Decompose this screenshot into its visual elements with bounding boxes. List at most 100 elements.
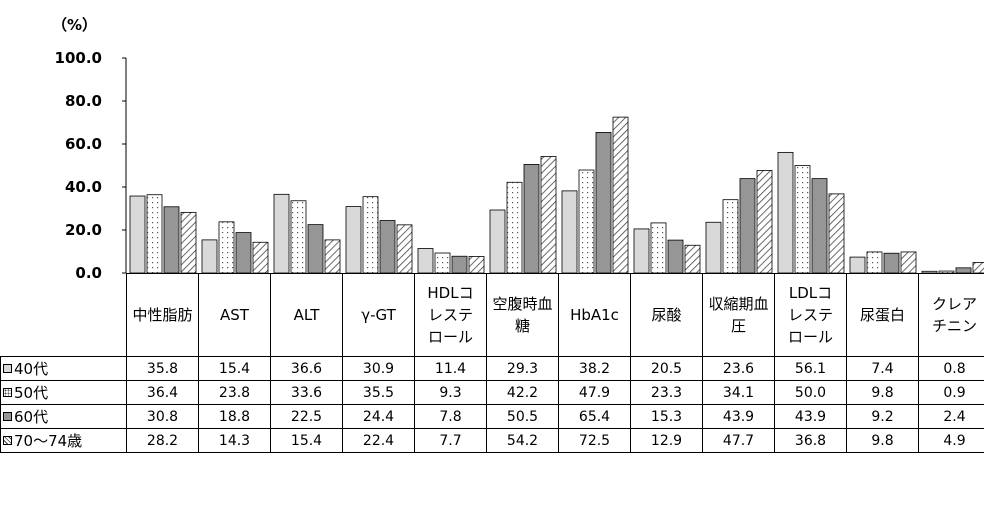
bar-3-12 <box>955 267 972 274</box>
category-label: ALT <box>270 273 343 357</box>
category-label: HDLコレステロール <box>414 273 487 357</box>
category-label: HbA1c <box>558 273 631 357</box>
bar-4-7 <box>612 116 629 274</box>
table-cell: 4.9 <box>918 428 984 453</box>
bar-4-3 <box>324 239 341 274</box>
category-label: LDLコレステロール <box>774 273 847 357</box>
table-header-row: 中性脂肪 AST ALT γ-GT HDLコレステロール 空腹時血糖 HbA1c 尿酸 収縮期血… <box>0 273 984 357</box>
table-cell: 56.1 <box>774 356 847 381</box>
table-cell: 50.0 <box>774 380 847 405</box>
category-label-text: HbA1c <box>570 306 619 324</box>
table-cell: 15.3 <box>630 404 703 429</box>
legend-swatch <box>3 436 12 445</box>
bar-4-12 <box>972 262 984 274</box>
bar-2-4 <box>362 196 379 274</box>
bar-3-4 <box>379 220 396 274</box>
series-name: 60代 <box>14 408 49 426</box>
table-cell: 54.2 <box>486 428 559 453</box>
category-label: 尿酸 <box>630 273 703 357</box>
bar-1-1 <box>129 195 146 274</box>
category-label: 空腹時血糖 <box>486 273 559 357</box>
bar-1-7 <box>561 190 578 274</box>
category-label: AST <box>198 273 271 357</box>
table-corner <box>0 273 127 357</box>
category-label-text: γ-GT <box>361 306 396 324</box>
y-tick-label: 100.0 <box>55 49 102 67</box>
table-cell: 47.7 <box>702 428 775 453</box>
legend-swatch <box>3 364 12 373</box>
series-name: 70～74歳 <box>14 432 83 450</box>
table-cell: 23.6 <box>702 356 775 381</box>
bar-4-6 <box>540 156 557 274</box>
category-label-text: 尿蛋白 <box>859 306 905 324</box>
table-cell: 29.3 <box>486 356 559 381</box>
category-label: クレアチニン <box>918 273 984 357</box>
series-name: 40代 <box>14 360 49 378</box>
category-label: 中性脂肪 <box>126 273 199 357</box>
bar-4-9 <box>756 170 773 274</box>
category-label-text: HDLコレステロール <box>427 284 474 346</box>
table-cell: 43.9 <box>702 404 775 429</box>
bar-1-2 <box>201 239 218 274</box>
table-cell: 72.5 <box>558 428 631 453</box>
table-row: 40代 35.8 15.4 36.6 30.9 11.4 29.3 38.2 20.5 23.6 5… <box>0 356 984 381</box>
table-cell: 30.8 <box>126 404 199 429</box>
table-cell: 28.2 <box>126 428 199 453</box>
table-cell: 30.9 <box>342 356 415 381</box>
y-tick-label: 20.0 <box>65 221 102 239</box>
table-cell: 9.3 <box>414 380 487 405</box>
bar-2-9 <box>722 199 739 274</box>
table-cell: 36.8 <box>774 428 847 453</box>
table-cell: 38.2 <box>558 356 631 381</box>
bar-2-8 <box>650 222 667 274</box>
table-cell: 35.8 <box>126 356 199 381</box>
bar-1-9 <box>705 221 722 274</box>
bar-1-4 <box>345 206 362 274</box>
y-tick-label: 40.0 <box>65 178 102 196</box>
legend-swatch <box>3 412 12 421</box>
table-cell: 20.5 <box>630 356 703 381</box>
category-label-text: 尿酸 <box>651 306 682 324</box>
bar-4-11 <box>900 251 917 274</box>
bar-2-11 <box>866 251 883 274</box>
category-label: 収縮期血圧 <box>702 273 775 357</box>
bar-1-8 <box>633 228 650 274</box>
bar-1-11 <box>849 256 866 274</box>
table-cell: 7.7 <box>414 428 487 453</box>
table-cell: 22.5 <box>270 404 343 429</box>
table-cell: 11.4 <box>414 356 487 381</box>
category-label-text: AST <box>220 306 249 324</box>
data-table: 中性脂肪 AST ALT γ-GT HDLコレステロール 空腹時血糖 HbA1c 尿酸 収縮期血… <box>0 273 984 453</box>
y-tick-label: 80.0 <box>65 92 102 110</box>
table-cell: 12.9 <box>630 428 703 453</box>
table-cell: 22.4 <box>342 428 415 453</box>
table-row: 60代 30.8 18.8 22.5 24.4 7.8 50.5 65.4 15.3 43.9 43… <box>0 404 984 429</box>
bar-3-7 <box>595 131 612 274</box>
table-cell: 0.9 <box>918 380 984 405</box>
table-cell: 42.2 <box>486 380 559 405</box>
bar-2-2 <box>218 221 235 274</box>
bar-3-8 <box>667 239 684 274</box>
category-label-text: 収縮期血圧 <box>708 295 769 335</box>
bar-3-6 <box>523 164 540 274</box>
table-cell: 50.5 <box>486 404 559 429</box>
bar-4-5 <box>468 256 485 274</box>
bar-4-2 <box>252 241 269 274</box>
bar-1-12 <box>921 270 938 274</box>
bar-2-6 <box>506 181 523 274</box>
table-cell: 9.8 <box>846 380 919 405</box>
bar-2-10 <box>794 165 811 274</box>
series-legend-cell: 50代 <box>0 380 127 405</box>
bar-2-5 <box>434 252 451 274</box>
series-legend-cell: 40代 <box>0 356 127 381</box>
table-cell: 15.4 <box>198 356 271 381</box>
table-cell: 24.4 <box>342 404 415 429</box>
bar-3-11 <box>883 252 900 274</box>
category-label: γ-GT <box>342 273 415 357</box>
table-cell: 7.8 <box>414 404 487 429</box>
table-cell: 2.4 <box>918 404 984 429</box>
bar-1-10 <box>777 151 794 274</box>
table-cell: 23.3 <box>630 380 703 405</box>
